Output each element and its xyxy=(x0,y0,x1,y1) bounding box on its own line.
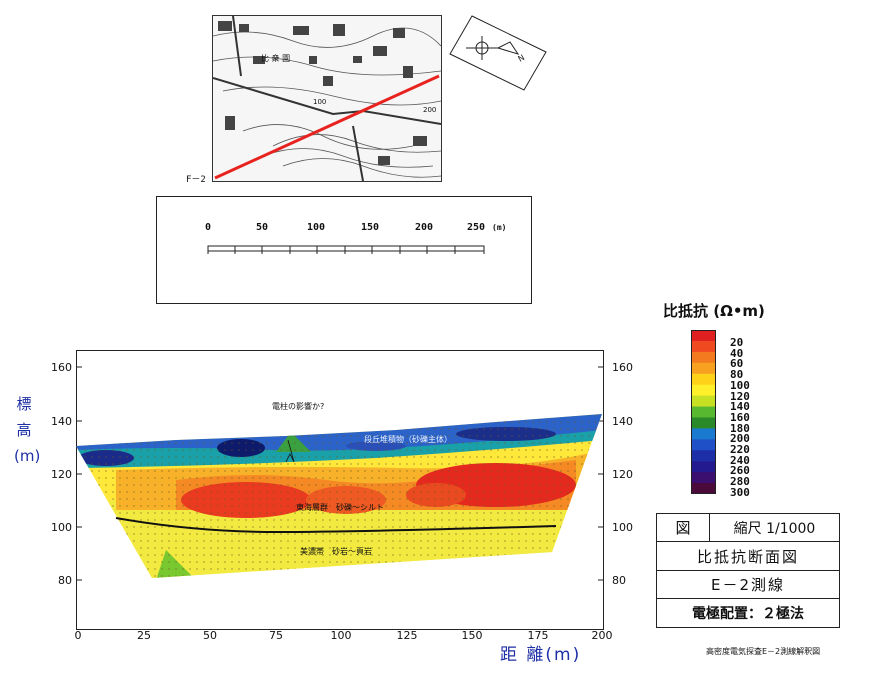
legend-swatch xyxy=(691,330,716,342)
scale-tick: 0 xyxy=(204,222,212,233)
y-tick: 100 xyxy=(51,521,72,534)
y-tick: 80 xyxy=(58,574,72,587)
y-tick: 160 xyxy=(51,361,72,374)
legend-label: 60 xyxy=(730,357,744,371)
title-block-row-1: 図 縮尺 1/1000 xyxy=(657,513,839,542)
legend-swatch xyxy=(691,406,716,418)
scale-bar xyxy=(207,240,485,254)
legend-label: 160 xyxy=(730,410,750,424)
figure-caption: 高密度電気探査E－2測線解釈図 xyxy=(706,647,821,656)
legend-label: 40 xyxy=(730,346,744,360)
legend-label: 240 xyxy=(730,453,750,467)
legend-label: 80 xyxy=(730,368,744,382)
scale-tick: 50 xyxy=(255,222,269,233)
legend-swatch xyxy=(691,417,716,429)
y-tick-right: 100 xyxy=(612,521,633,534)
x-tick: 175 xyxy=(527,629,549,642)
figure-name: 比抵抗断面図 xyxy=(657,542,839,571)
legend-swatch xyxy=(691,483,716,495)
legend-title: 比抵抗 (Ω•m) xyxy=(663,302,765,320)
legend-label: 20 xyxy=(730,336,744,349)
legend-label: 280 xyxy=(730,475,750,489)
legend-label: 100 xyxy=(730,378,750,392)
north-glyph: N xyxy=(517,53,527,64)
y-axis-label: 標高(m) xyxy=(14,395,41,465)
x-tick: 125 xyxy=(396,629,418,642)
annotation-tokai: 東海層群 砂礫～シルト xyxy=(296,503,384,512)
legend-swatch xyxy=(691,362,716,375)
annotation-pole: 電柱の影響か? xyxy=(272,402,325,411)
scale-label: 縮尺 1/1000 xyxy=(733,520,816,537)
y-tick-right: 120 xyxy=(612,468,633,481)
legend-swatch xyxy=(691,439,716,451)
scale-tick: 100 xyxy=(306,222,326,233)
annotation-terrace: 段丘堆積物（砂礫主体） xyxy=(364,435,452,444)
legend-swatch xyxy=(691,472,716,484)
resistivity-section-plot xyxy=(76,350,604,630)
legend-colorbar xyxy=(691,330,716,495)
legend-swatch xyxy=(691,395,716,408)
legend-label: 220 xyxy=(730,443,750,456)
y-tick-right: 80 xyxy=(612,574,626,587)
x-tick: 0 xyxy=(74,629,82,642)
scale-bar-box xyxy=(156,196,532,304)
legend-label: 180 xyxy=(730,421,750,435)
x-tick: 150 xyxy=(461,629,483,642)
scale-tick: 150 xyxy=(360,222,380,233)
scale-tick: 200 xyxy=(414,222,434,233)
legend-label: 200 xyxy=(730,432,750,446)
y-tick-right: 140 xyxy=(612,415,633,428)
legend-swatch xyxy=(691,461,716,473)
y-tick: 140 xyxy=(51,415,72,428)
electrode-config: 電極配置：２極法 xyxy=(692,606,804,622)
survey-line-name: E－2測線 xyxy=(657,571,839,599)
legend-label: 120 xyxy=(730,389,750,403)
x-tick: 100 xyxy=(330,629,352,642)
legend-swatch xyxy=(691,340,716,353)
x-tick: 25 xyxy=(137,629,151,642)
legend-swatch xyxy=(691,373,716,386)
place-label: 比 衆 園 xyxy=(261,53,290,63)
legend-swatch xyxy=(691,351,716,364)
location-map: 比 衆 園 100 200 xyxy=(212,15,442,182)
survey-line-e2 xyxy=(214,74,440,180)
survey-line-label: F－2 xyxy=(186,175,206,185)
title-block: 図 縮尺 1/1000 比抵抗断面図 E－2測線 電極配置：２極法 xyxy=(656,513,840,628)
scale-unit: (m) xyxy=(492,223,507,232)
contour-label-2: 200 xyxy=(423,106,436,114)
legend-label: 300 xyxy=(730,485,750,499)
x-axis-label: 距 離(m) xyxy=(500,645,582,665)
x-tick: 50 xyxy=(203,629,217,642)
figure-label: 図 xyxy=(657,513,710,542)
north-arrow: N xyxy=(448,14,548,92)
contour-label: 100 xyxy=(313,98,326,106)
x-tick: 75 xyxy=(269,629,283,642)
annotation-mino: 美濃帯 砂岩～頁岩 xyxy=(300,547,372,556)
legend-swatch xyxy=(691,384,716,397)
x-tick: 200 xyxy=(591,629,613,642)
legend-label: 140 xyxy=(730,400,750,414)
scale-tick: 250 xyxy=(466,222,486,233)
legend-swatch xyxy=(691,428,716,440)
y-tick: 120 xyxy=(51,468,72,481)
y-tick-right: 160 xyxy=(612,361,633,374)
legend-label: 260 xyxy=(730,464,750,478)
legend-swatch xyxy=(691,450,716,462)
